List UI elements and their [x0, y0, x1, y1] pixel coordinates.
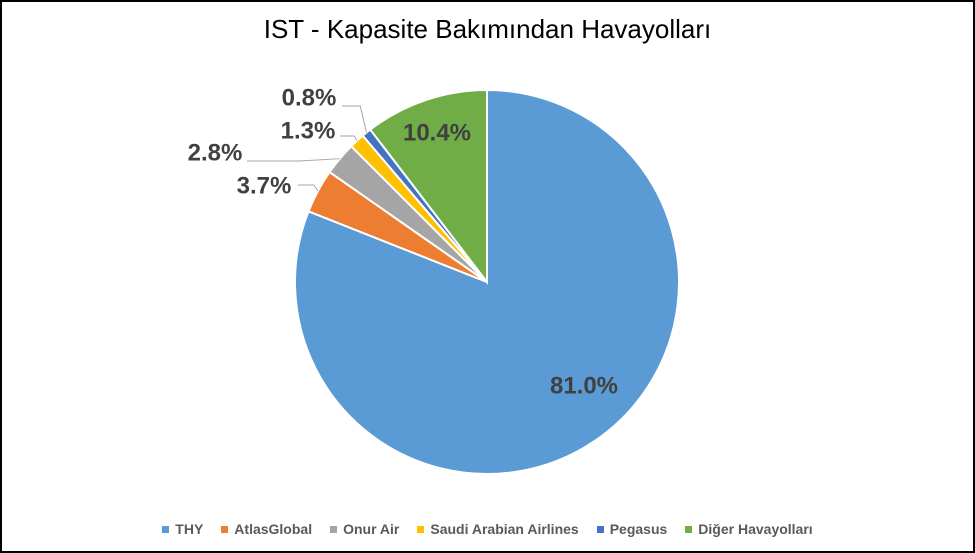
- legend-swatch-atlasglobal: [221, 525, 229, 533]
- legend-swatch-pegasus: [596, 525, 604, 533]
- legend-item-atlasglobal: AtlasGlobal: [221, 521, 312, 537]
- leader-line-saudi-arabian-airlines: [340, 135, 358, 142]
- data-label-atlasglobal: 3.7%: [237, 172, 292, 199]
- legend-swatch-di-er-havayollar: [685, 525, 693, 533]
- legend-label-pegasus: Pegasus: [609, 521, 668, 537]
- data-label-pegasus: 0.8%: [282, 84, 337, 111]
- legend-label-di-er-havayollar: Diğer Havayolları: [698, 521, 813, 537]
- legend-swatch-saudi-arabian-airlines: [417, 525, 425, 533]
- legend-label-onur-air: Onur Air: [343, 521, 400, 537]
- legend-item-di-er-havayollar: Diğer Havayolları: [685, 521, 813, 537]
- legend-label-thy: THY: [175, 521, 204, 537]
- data-label-di-er-havayollar: 10.4%: [403, 119, 471, 146]
- legend-item-pegasus: Pegasus: [596, 521, 668, 537]
- leader-line-pegasus: [342, 105, 367, 133]
- chart-legend: THY AtlasGlobal Onur Air Saudi Arabian Airl…: [2, 521, 973, 537]
- legend-swatch-onur-air: [330, 525, 338, 533]
- legend-swatch-thy: [162, 525, 170, 533]
- leader-line-atlasglobal: [298, 184, 319, 192]
- pie-slice-di-er-havayollar: [368, 88, 488, 285]
- legend-label-saudi-arabian-airlines: Saudi Arabian Airlines: [430, 521, 579, 537]
- leader-line-onur-air: [247, 158, 340, 162]
- legend-label-atlasglobal: AtlasGlobal: [234, 521, 313, 537]
- data-label-thy: 81.0%: [550, 372, 618, 399]
- data-label-saudi-arabian-airlines: 1.3%: [281, 117, 336, 144]
- chart-title: IST - Kapasite Bakımından Havayolları: [263, 14, 712, 44]
- legend-item-saudi-arabian-airlines: Saudi Arabian Airlines: [417, 521, 579, 537]
- data-label-onur-air: 2.8%: [188, 139, 243, 166]
- legend-item-thy: THY: [162, 521, 203, 537]
- legend-item-onur-air: Onur Air: [330, 521, 399, 537]
